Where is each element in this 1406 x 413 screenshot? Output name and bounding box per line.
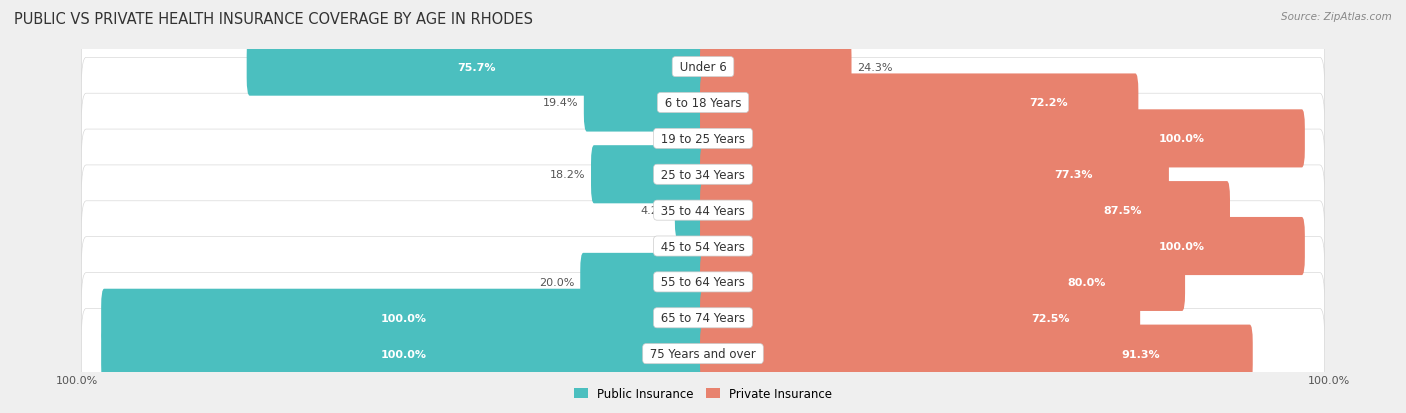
Text: 87.5%: 87.5% bbox=[1102, 206, 1142, 216]
FancyBboxPatch shape bbox=[82, 273, 1324, 363]
Text: 72.5%: 72.5% bbox=[1031, 313, 1070, 323]
Text: 35 to 44 Years: 35 to 44 Years bbox=[657, 204, 749, 217]
FancyBboxPatch shape bbox=[700, 289, 1140, 347]
FancyBboxPatch shape bbox=[581, 253, 706, 311]
Text: 75 Years and over: 75 Years and over bbox=[647, 347, 759, 360]
FancyBboxPatch shape bbox=[82, 58, 1324, 148]
Text: 65 to 74 Years: 65 to 74 Years bbox=[657, 311, 749, 325]
FancyBboxPatch shape bbox=[101, 289, 706, 347]
FancyBboxPatch shape bbox=[700, 74, 1139, 132]
FancyBboxPatch shape bbox=[675, 182, 706, 240]
FancyBboxPatch shape bbox=[700, 253, 1185, 311]
FancyBboxPatch shape bbox=[700, 182, 1230, 240]
Text: Under 6: Under 6 bbox=[676, 61, 730, 74]
Text: 25 to 34 Years: 25 to 34 Years bbox=[657, 169, 749, 181]
Text: 100.0%: 100.0% bbox=[56, 375, 98, 385]
FancyBboxPatch shape bbox=[591, 146, 706, 204]
FancyBboxPatch shape bbox=[583, 74, 706, 132]
Text: 100.0%: 100.0% bbox=[1308, 375, 1350, 385]
Text: 0.0%: 0.0% bbox=[666, 242, 695, 252]
FancyBboxPatch shape bbox=[101, 325, 706, 383]
FancyBboxPatch shape bbox=[246, 38, 706, 97]
FancyBboxPatch shape bbox=[82, 22, 1324, 113]
FancyBboxPatch shape bbox=[82, 166, 1324, 256]
FancyBboxPatch shape bbox=[82, 94, 1324, 184]
Text: 75.7%: 75.7% bbox=[457, 62, 495, 72]
FancyBboxPatch shape bbox=[700, 325, 1253, 383]
Text: 100.0%: 100.0% bbox=[381, 313, 426, 323]
Text: 45 to 54 Years: 45 to 54 Years bbox=[657, 240, 749, 253]
FancyBboxPatch shape bbox=[700, 146, 1168, 204]
FancyBboxPatch shape bbox=[700, 110, 1305, 168]
FancyBboxPatch shape bbox=[700, 217, 1305, 275]
Text: 0.0%: 0.0% bbox=[666, 134, 695, 144]
Text: 19.4%: 19.4% bbox=[543, 98, 578, 108]
Text: 100.0%: 100.0% bbox=[1159, 242, 1205, 252]
Text: 100.0%: 100.0% bbox=[1159, 134, 1205, 144]
Text: Source: ZipAtlas.com: Source: ZipAtlas.com bbox=[1281, 12, 1392, 22]
Text: 100.0%: 100.0% bbox=[381, 349, 426, 359]
Text: PUBLIC VS PRIVATE HEALTH INSURANCE COVERAGE BY AGE IN RHODES: PUBLIC VS PRIVATE HEALTH INSURANCE COVER… bbox=[14, 12, 533, 27]
Text: 18.2%: 18.2% bbox=[550, 170, 585, 180]
Text: 20.0%: 20.0% bbox=[538, 277, 574, 287]
FancyBboxPatch shape bbox=[82, 201, 1324, 292]
FancyBboxPatch shape bbox=[82, 130, 1324, 220]
Text: 80.0%: 80.0% bbox=[1067, 277, 1105, 287]
FancyBboxPatch shape bbox=[700, 38, 852, 97]
Legend: Public Insurance, Private Insurance: Public Insurance, Private Insurance bbox=[569, 382, 837, 404]
Text: 24.3%: 24.3% bbox=[858, 62, 893, 72]
Text: 6 to 18 Years: 6 to 18 Years bbox=[661, 97, 745, 110]
Text: 4.2%: 4.2% bbox=[640, 206, 669, 216]
Text: 77.3%: 77.3% bbox=[1054, 170, 1092, 180]
Text: 55 to 64 Years: 55 to 64 Years bbox=[657, 276, 749, 289]
Text: 91.3%: 91.3% bbox=[1121, 349, 1160, 359]
FancyBboxPatch shape bbox=[82, 309, 1324, 399]
Text: 19 to 25 Years: 19 to 25 Years bbox=[657, 133, 749, 145]
Text: 72.2%: 72.2% bbox=[1029, 98, 1069, 108]
FancyBboxPatch shape bbox=[82, 237, 1324, 328]
